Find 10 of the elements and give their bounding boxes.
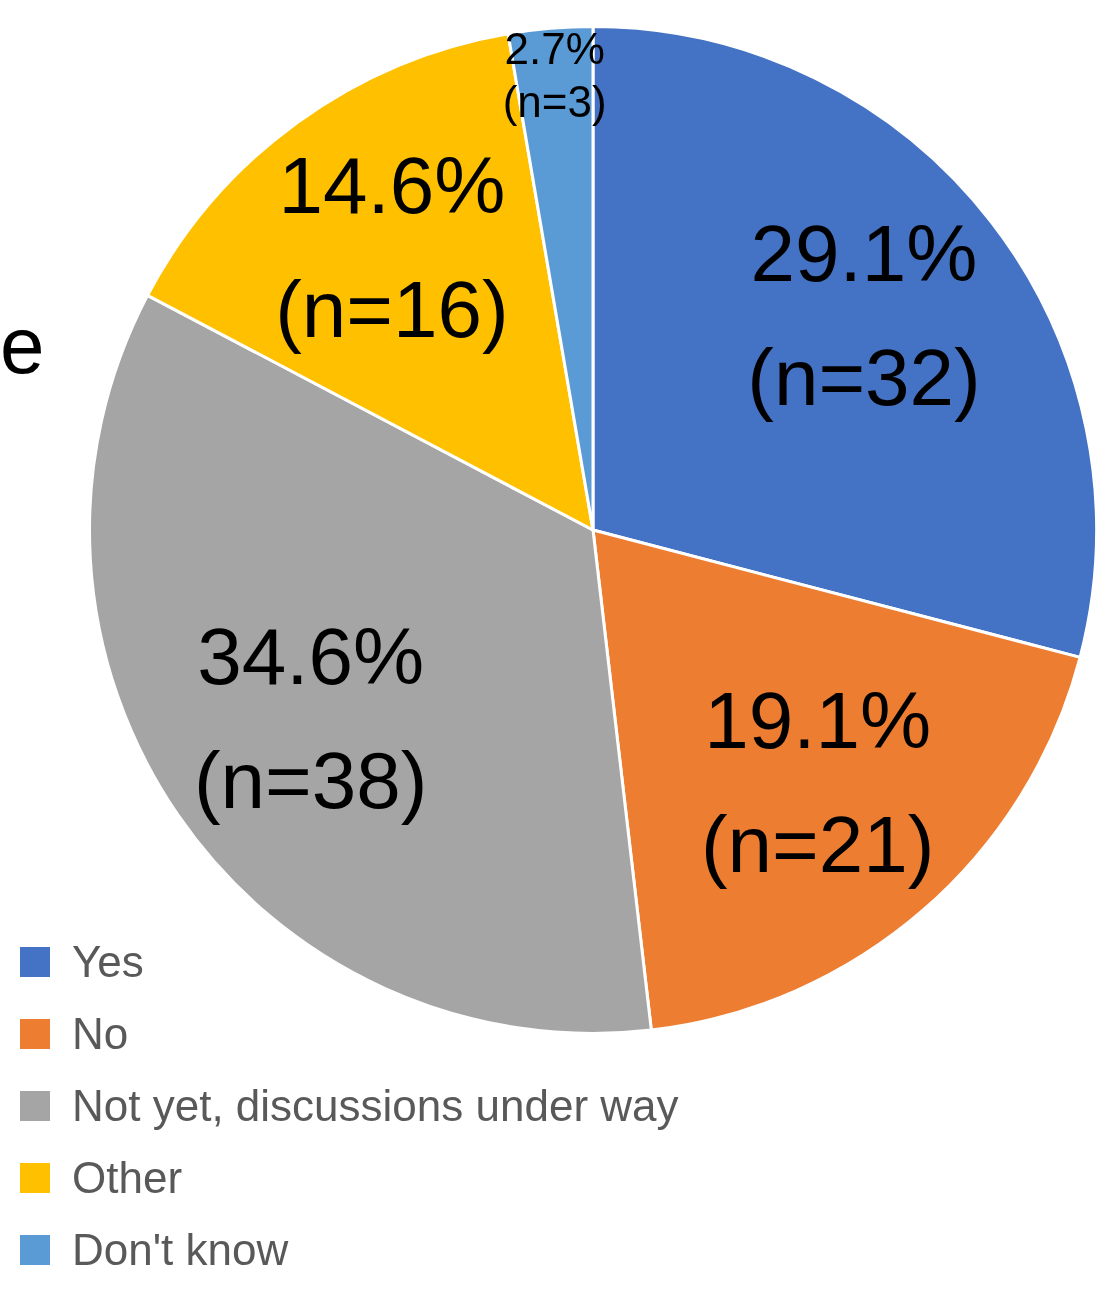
data-label: 29.1% (n=32) <box>747 208 981 422</box>
legend-label: Other <box>72 1153 183 1203</box>
legend-label: Yes <box>72 937 144 987</box>
data-label: 14.6% (n=16) <box>275 140 509 354</box>
data-label: 34.6% (n=38) <box>193 611 428 825</box>
text: e <box>0 300 45 392</box>
data-label: 19.1% (n=21) <box>700 676 935 890</box>
legend-label: Not yet, discussions under way <box>72 1081 679 1131</box>
legend-label: Don't know <box>72 1225 289 1275</box>
legend-label: No <box>72 1009 129 1059</box>
